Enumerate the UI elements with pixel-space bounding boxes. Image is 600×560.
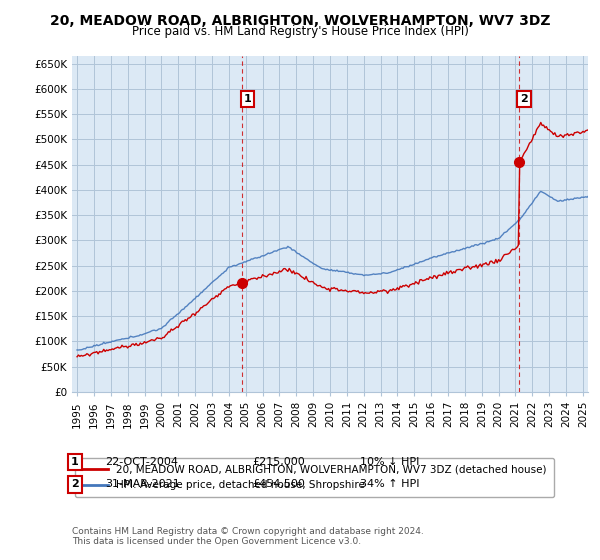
- Text: 1: 1: [244, 94, 251, 104]
- Text: 2: 2: [71, 479, 79, 489]
- Text: 31-MAR-2021: 31-MAR-2021: [105, 479, 180, 489]
- Text: 10% ↓ HPI: 10% ↓ HPI: [360, 457, 419, 467]
- Text: 2: 2: [520, 94, 528, 104]
- Text: £454,500: £454,500: [252, 479, 305, 489]
- Text: 22-OCT-2004: 22-OCT-2004: [105, 457, 178, 467]
- Text: 34% ↑ HPI: 34% ↑ HPI: [360, 479, 419, 489]
- Legend: 20, MEADOW ROAD, ALBRIGHTON, WOLVERHAMPTON, WV7 3DZ (detached house), HPI: Avera: 20, MEADOW ROAD, ALBRIGHTON, WOLVERHAMPT…: [74, 458, 554, 497]
- Text: £215,000: £215,000: [252, 457, 305, 467]
- Text: 20, MEADOW ROAD, ALBRIGHTON, WOLVERHAMPTON, WV7 3DZ: 20, MEADOW ROAD, ALBRIGHTON, WOLVERHAMPT…: [50, 14, 550, 28]
- Text: Price paid vs. HM Land Registry's House Price Index (HPI): Price paid vs. HM Land Registry's House …: [131, 25, 469, 38]
- Text: 1: 1: [71, 457, 79, 467]
- Text: Contains HM Land Registry data © Crown copyright and database right 2024.
This d: Contains HM Land Registry data © Crown c…: [72, 526, 424, 546]
